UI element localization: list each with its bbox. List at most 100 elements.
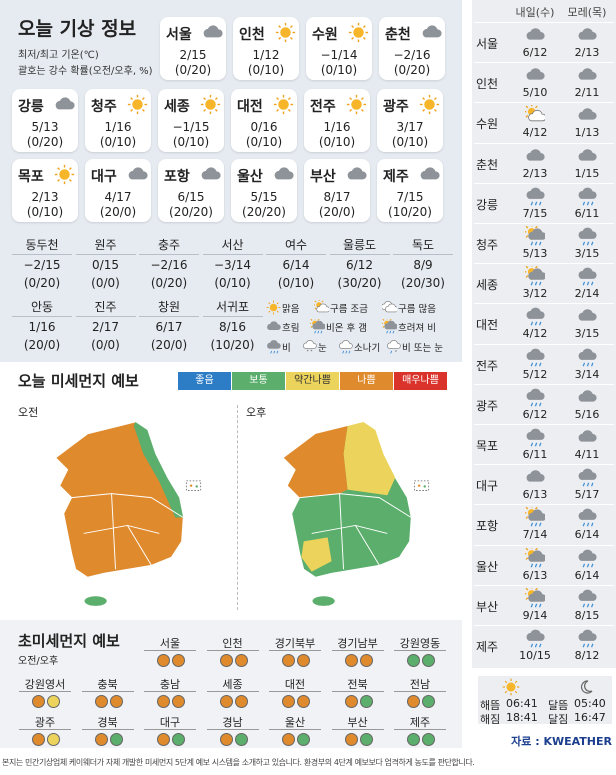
region-name: 충북 bbox=[97, 678, 118, 691]
temperature: 5/10 bbox=[522, 86, 548, 100]
weather-icon bbox=[525, 186, 545, 206]
dust-dot-pm bbox=[109, 695, 123, 708]
weather-icon bbox=[577, 507, 597, 527]
legend-label: 구름 조금 bbox=[330, 304, 368, 315]
dust-dot-am bbox=[407, 695, 420, 708]
map-label: 오전 bbox=[18, 406, 39, 419]
dust-dot-pm bbox=[359, 654, 373, 667]
dust-dot-pm bbox=[234, 695, 248, 708]
temperature: 10/15 bbox=[519, 649, 551, 662]
dust-dot-pm bbox=[359, 695, 373, 708]
dust-dot-pm bbox=[359, 733, 373, 746]
legend-label: 흐려져 비 bbox=[398, 323, 436, 334]
note: 최저/최고 기온(℃) bbox=[18, 50, 99, 61]
ultrafine-panel bbox=[0, 620, 462, 748]
region-name: 부산 bbox=[347, 716, 368, 729]
temperature: 2/11 bbox=[574, 86, 600, 100]
weather-icon bbox=[273, 94, 294, 115]
weather-icon bbox=[577, 467, 597, 487]
city-name: 부산 bbox=[476, 599, 499, 614]
temperature: 8/17 bbox=[323, 190, 351, 204]
weather-icon bbox=[266, 339, 281, 354]
dust-dot-am bbox=[407, 654, 420, 667]
region-divider bbox=[144, 729, 196, 730]
city-card bbox=[233, 17, 299, 80]
row-divider bbox=[474, 102, 614, 104]
row-divider bbox=[474, 223, 614, 224]
legend-label: 비온 후 갬 bbox=[326, 323, 367, 334]
city-name: 춘천 bbox=[385, 27, 411, 43]
astro-time: 18:41 bbox=[506, 711, 538, 724]
row-divider bbox=[474, 303, 614, 305]
temperature: 6/13 bbox=[522, 568, 548, 582]
city-name: 서울 bbox=[166, 27, 192, 43]
temperature: 4/11 bbox=[574, 448, 600, 461]
weather-icon bbox=[309, 317, 326, 334]
legend-label: 소나기 bbox=[354, 343, 381, 354]
weather-icon bbox=[577, 226, 597, 246]
temperature: 9/14 bbox=[522, 608, 548, 622]
weather-icon bbox=[577, 65, 597, 85]
city-name: 서산 bbox=[221, 238, 244, 252]
city-name: 부산 bbox=[310, 169, 336, 185]
city-name: 서귀포 bbox=[215, 300, 250, 314]
row-divider bbox=[474, 182, 614, 184]
city-card bbox=[231, 89, 297, 152]
dust-dot-pm bbox=[234, 733, 248, 746]
city-name: 독도 bbox=[411, 238, 435, 252]
city-name: 인천 bbox=[476, 77, 499, 92]
weather-icon bbox=[525, 347, 545, 367]
region-divider bbox=[144, 691, 196, 692]
temperature: 1/16 bbox=[323, 120, 351, 134]
temperature: 6/14 bbox=[282, 258, 310, 272]
dust-dot-pm bbox=[172, 654, 185, 667]
dust-dot-pm bbox=[172, 733, 185, 746]
region-name: 대전 bbox=[284, 678, 306, 691]
weather-icon bbox=[127, 94, 148, 115]
weather-icon bbox=[266, 300, 281, 315]
row-divider bbox=[474, 424, 614, 425]
title: 오늘 기상 정보 bbox=[18, 18, 137, 40]
rain-prob: (10/20) bbox=[210, 338, 255, 352]
city-name: 광주 bbox=[383, 99, 409, 115]
weather-icon bbox=[54, 94, 75, 115]
city-name: 청주 bbox=[476, 238, 499, 252]
city-name: 청주 bbox=[91, 99, 117, 115]
weather-icon bbox=[200, 164, 221, 185]
dust-map bbox=[240, 418, 455, 613]
legend-label: 구름 많음 bbox=[398, 304, 436, 315]
city-name: 세종 bbox=[476, 278, 499, 293]
weather-icon bbox=[348, 22, 369, 43]
weather-icon bbox=[419, 94, 440, 115]
temperature: 6/12 bbox=[522, 407, 548, 421]
temperature: 5/12 bbox=[522, 367, 548, 381]
region-divider bbox=[394, 650, 446, 651]
dust-dot-am bbox=[219, 654, 233, 667]
dust-level: 매우나쁨 bbox=[394, 372, 447, 390]
region-name: 전북 bbox=[347, 678, 368, 691]
city-name: 울산 bbox=[237, 169, 263, 185]
temperature: 7/15 bbox=[396, 190, 424, 204]
temperature: 5/13 bbox=[31, 120, 59, 134]
region-name: 울산 bbox=[284, 716, 306, 729]
row-divider bbox=[474, 464, 614, 466]
region-divider bbox=[269, 650, 321, 651]
map-divider bbox=[237, 405, 238, 610]
weather-icon bbox=[525, 306, 545, 326]
weather-icon bbox=[381, 317, 398, 334]
forecast-header: 모레(목) bbox=[567, 6, 607, 19]
region-divider bbox=[81, 729, 134, 730]
astro-time: 05:40 bbox=[574, 697, 606, 710]
weather-icon bbox=[577, 146, 597, 166]
dust-dot-am bbox=[219, 733, 233, 746]
weather-icon bbox=[273, 164, 294, 185]
temperature: 8/9 bbox=[413, 258, 433, 272]
row-divider bbox=[474, 62, 614, 64]
city-name: 여수 bbox=[284, 238, 308, 252]
temperature: 5/16 bbox=[574, 407, 600, 421]
region-name: 전남 bbox=[409, 678, 431, 691]
region-name: 인천 bbox=[222, 637, 243, 650]
divider bbox=[202, 316, 263, 317]
city-name: 전주 bbox=[310, 99, 336, 115]
